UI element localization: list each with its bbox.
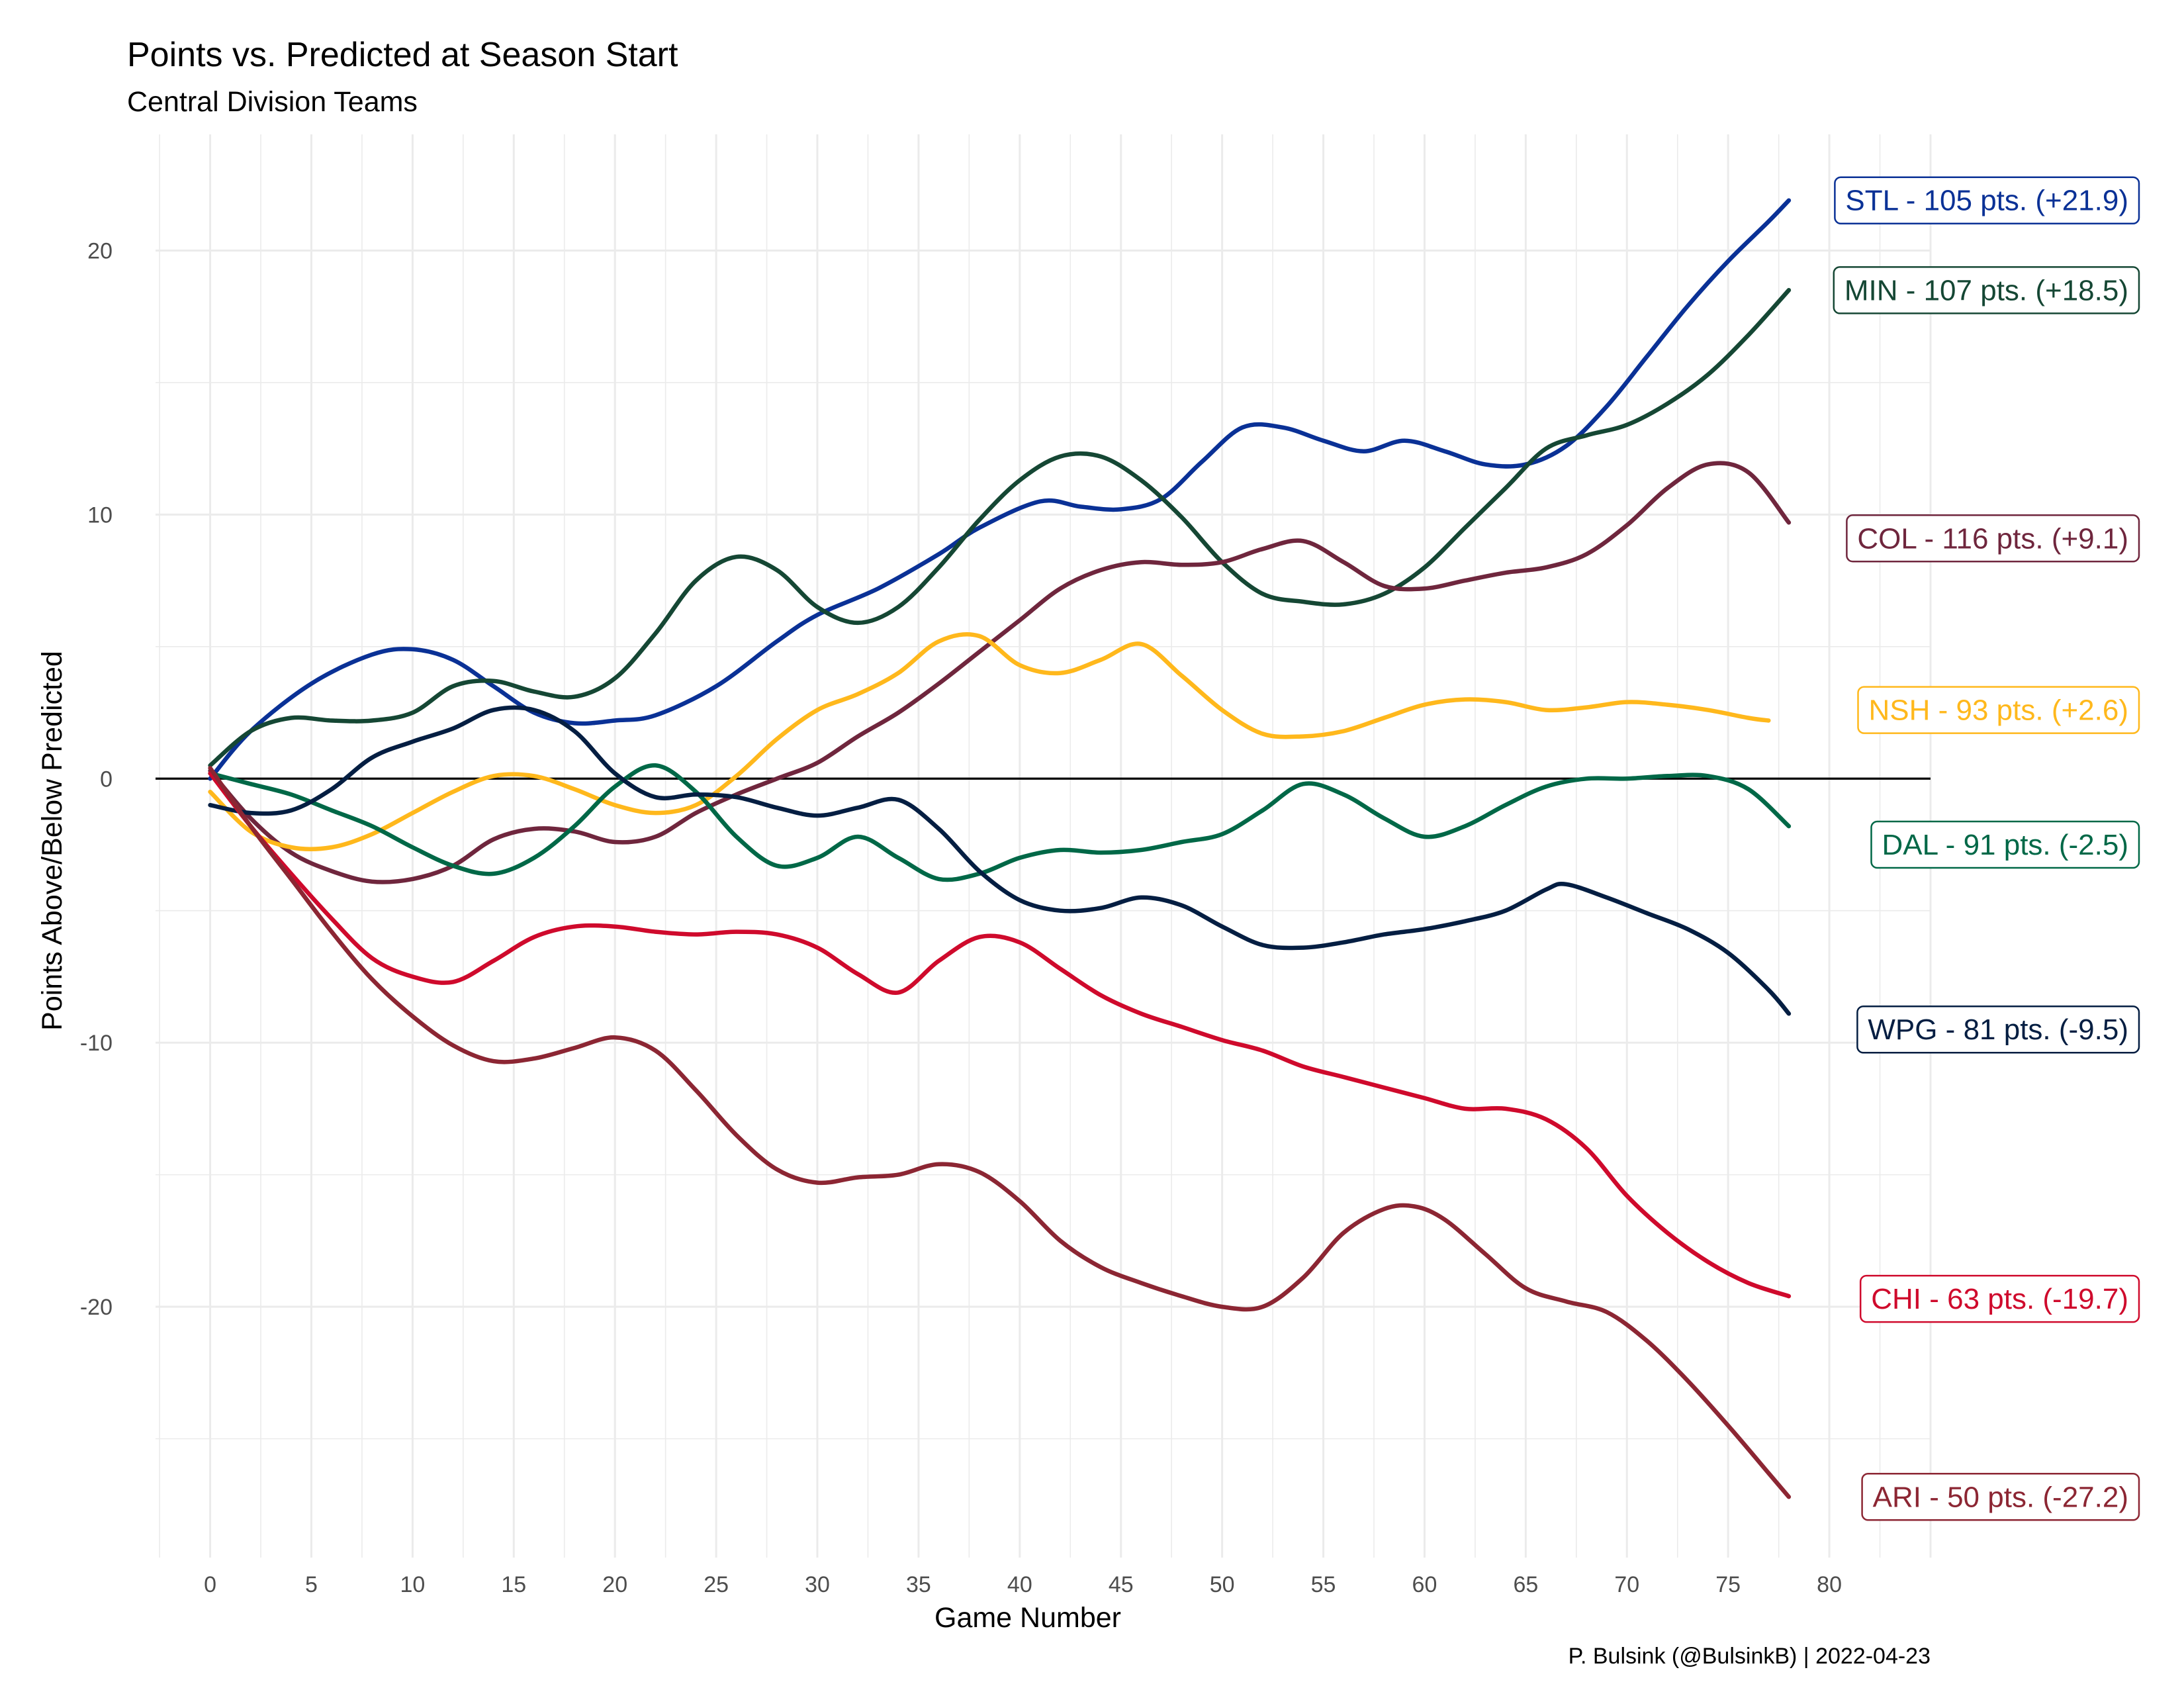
team-label-box bbox=[1833, 266, 2140, 314]
x-tick-label: 70 bbox=[1614, 1572, 1639, 1597]
team-label-text: MIN - 107 pts. (+18.5) bbox=[1844, 274, 2128, 306]
team-label-text: STL - 105 pts. (+21.9) bbox=[1845, 185, 2128, 217]
chart-subtitle: Central Division Teams bbox=[127, 86, 418, 118]
chart-title: Points vs. Predicted at Season Start bbox=[127, 36, 678, 74]
y-axis-title: Points Above/Below Predicted bbox=[36, 651, 68, 1031]
team-label-box bbox=[1846, 514, 2140, 563]
y-tick-label: -10 bbox=[80, 1031, 113, 1056]
team-label-text: ARI - 50 pts. (-27.2) bbox=[1873, 1481, 2128, 1513]
team-label-text: CHI - 63 pts. (-19.7) bbox=[1871, 1283, 2128, 1315]
x-tick-label: 60 bbox=[1412, 1572, 1437, 1597]
x-tick-label: 35 bbox=[906, 1572, 931, 1597]
team-label-ari: ARI - 50 pts. (-27.2) bbox=[1861, 1473, 2140, 1521]
team-label-box bbox=[1859, 1274, 2140, 1323]
team-label-box bbox=[1856, 1005, 2140, 1054]
series-line-ari bbox=[208, 766, 1792, 1499]
series-line-chi bbox=[208, 771, 1792, 1299]
team-label-box bbox=[1834, 176, 2140, 224]
team-label-box bbox=[1870, 820, 2140, 869]
team-label-text: DAL - 91 pts. (-2.5) bbox=[1882, 829, 2129, 861]
x-tick-label: 40 bbox=[1007, 1572, 1032, 1597]
x-tick-label: 65 bbox=[1513, 1572, 1538, 1597]
team-label-dal: DAL - 91 pts. (-2.5) bbox=[1870, 820, 2140, 869]
x-tick-label: 50 bbox=[1210, 1572, 1235, 1597]
x-tick-label: 20 bbox=[602, 1572, 627, 1597]
axis-tick-labels: 0 5 10 15 20 25 30 35 40 45 50 55 60 65 70 75 80 -20 -10 0 1… bbox=[80, 239, 1842, 1597]
x-tick-label: 75 bbox=[1715, 1572, 1741, 1597]
team-label-text: NSH - 93 pts. (+2.6) bbox=[1869, 694, 2128, 727]
x-tick-label: 5 bbox=[305, 1572, 318, 1597]
x-tick-label: 80 bbox=[1817, 1572, 1842, 1597]
series-line-nsh bbox=[208, 632, 1771, 851]
team-label-text: WPG - 81 pts. (-9.5) bbox=[1868, 1013, 2128, 1046]
team-label-min: MIN - 107 pts. (+18.5) bbox=[1833, 266, 2140, 314]
grid-lines bbox=[156, 134, 1932, 1558]
team-label-stl: STL - 105 pts. (+21.9) bbox=[1834, 176, 2140, 224]
series-lines bbox=[208, 198, 1792, 1499]
y-tick-label: 10 bbox=[87, 502, 113, 528]
series-line-min bbox=[208, 288, 1792, 768]
x-tick-label: 10 bbox=[400, 1572, 425, 1597]
team-label-chi: CHI - 63 pts. (-19.7) bbox=[1859, 1274, 2140, 1323]
x-tick-label: 55 bbox=[1311, 1572, 1336, 1597]
x-tick-label: 15 bbox=[501, 1572, 526, 1597]
team-labels: STL - 105 pts. (+21.9) MIN - 107 pts. (+1… bbox=[1833, 176, 2140, 1521]
team-label-text: COL - 116 pts. (+9.1) bbox=[1857, 522, 2128, 555]
x-tick-label: 25 bbox=[704, 1572, 729, 1597]
y-tick-label: 0 bbox=[100, 767, 113, 792]
series-line-wpg bbox=[208, 705, 1792, 1016]
series-line-col bbox=[208, 461, 1792, 884]
series-line-stl bbox=[208, 198, 1792, 781]
chart-caption: P. Bulsink (@BulsinkB) | 2022-04-23 bbox=[1569, 1644, 1931, 1669]
x-tick-label: 30 bbox=[805, 1572, 830, 1597]
y-tick-label: -20 bbox=[80, 1295, 113, 1320]
y-tick-label: 20 bbox=[87, 239, 113, 264]
x-tick-label: 0 bbox=[204, 1572, 216, 1597]
team-label-nsh: NSH - 93 pts. (+2.6) bbox=[1857, 686, 2140, 734]
team-label-col: COL - 116 pts. (+9.1) bbox=[1846, 514, 2140, 563]
team-label-box bbox=[1861, 1473, 2140, 1521]
team-label-box bbox=[1857, 686, 2140, 734]
series-line-dal bbox=[208, 763, 1792, 882]
team-label-wpg: WPG - 81 pts. (-9.5) bbox=[1856, 1005, 2140, 1054]
x-tick-label: 45 bbox=[1109, 1572, 1134, 1597]
x-axis-title: Game Number bbox=[934, 1602, 1121, 1634]
